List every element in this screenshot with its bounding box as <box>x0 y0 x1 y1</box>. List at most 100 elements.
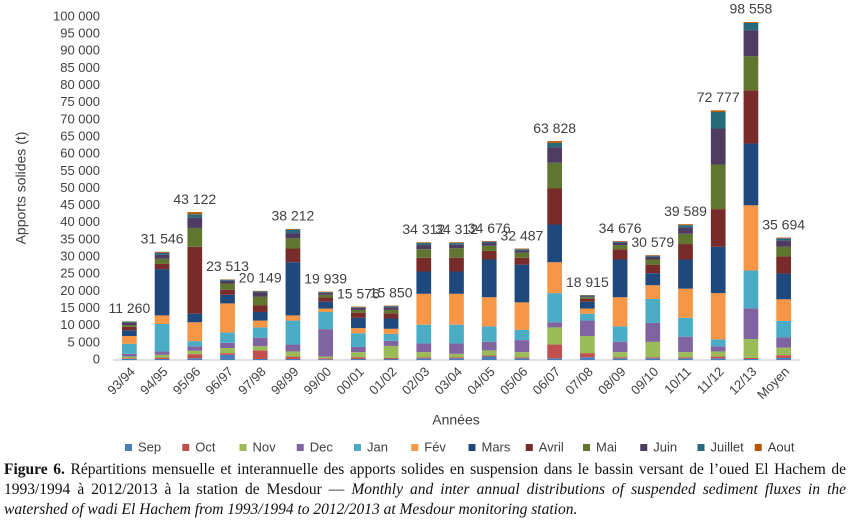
legend-swatch <box>296 444 304 451</box>
bar-segment <box>481 259 497 298</box>
bar-segment <box>743 358 759 360</box>
bar-segment <box>743 308 759 340</box>
bar-segment <box>743 56 759 91</box>
bar-segment <box>645 255 661 256</box>
bar-segment <box>481 341 497 351</box>
x-tick-label: 04/05 <box>464 364 498 398</box>
legend-swatch <box>640 444 648 451</box>
chart: Apports solides (t) Années 0 5 000 10 000 1… <box>13 1 806 455</box>
bar-segment <box>547 293 563 323</box>
bar-segment <box>252 346 268 351</box>
x-tick-label: 98/99 <box>268 364 302 398</box>
total-label: 19 939 <box>304 270 347 286</box>
caption-english: Monthly and inter annual distributions o… <box>4 481 847 518</box>
legend-swatch <box>468 444 476 451</box>
bar-segment <box>416 243 432 246</box>
y-tick-label: 75 000 <box>60 94 100 109</box>
bar-segment <box>710 128 726 165</box>
total-label: 98 558 <box>730 1 773 17</box>
x-tick-label: 06/07 <box>530 364 564 398</box>
y-tick-label: 5 000 <box>67 334 100 349</box>
bar-segment <box>710 209 726 247</box>
bar-segment <box>252 358 268 360</box>
bar-segment <box>449 353 464 358</box>
bar-segment <box>121 326 137 331</box>
bar-segment <box>154 252 170 255</box>
bar-segment <box>350 358 366 360</box>
bar-segment <box>481 326 497 342</box>
bar-segment <box>776 337 792 348</box>
bar-segment <box>743 357 759 359</box>
bar-segment <box>187 350 203 355</box>
legend-swatch <box>754 444 762 451</box>
bar-segment <box>121 358 137 359</box>
y-tick-label: 50 000 <box>60 180 100 195</box>
bar-segment <box>481 355 497 357</box>
bar-segment <box>449 358 464 360</box>
bar-segment <box>678 259 693 289</box>
bar-segment <box>481 350 497 356</box>
bar-segment <box>612 326 628 342</box>
total-label: 63 828 <box>533 120 576 136</box>
x-tick-label: 96/97 <box>202 364 236 398</box>
bar-segment <box>318 311 334 330</box>
bar-segment <box>481 243 497 246</box>
bar-segment <box>678 317 693 337</box>
total-label: 11 260 <box>108 300 150 316</box>
bar-segment <box>383 357 399 359</box>
bar-segment <box>776 273 792 300</box>
legend-label: Juillet <box>711 439 745 454</box>
bar-segment <box>252 296 268 306</box>
y-tick-label: 65 000 <box>60 128 100 143</box>
bar-segment <box>645 255 661 257</box>
legend-swatch <box>583 444 590 451</box>
bar-segment <box>350 357 366 359</box>
bar-segment <box>710 356 726 359</box>
bar-segment <box>383 306 399 308</box>
bar-segment <box>645 273 661 286</box>
bar-segment <box>547 344 563 359</box>
y-tick-label: 55 000 <box>60 163 100 178</box>
y-tick-label: 80 000 <box>60 77 100 92</box>
bar-segment <box>383 307 399 310</box>
bar-segment <box>187 313 203 323</box>
bar-segment <box>187 246 203 314</box>
bar-segment <box>416 249 432 258</box>
bar-segment <box>449 242 464 244</box>
bar-segment <box>612 358 628 360</box>
x-tick-label: 93/94 <box>104 364 138 398</box>
bar-segment <box>678 233 693 245</box>
bar-segment <box>252 327 268 338</box>
total-label: 15 850 <box>370 284 413 300</box>
total-label: 15 576 <box>337 285 380 301</box>
bar-segment <box>154 358 170 360</box>
bar-segment <box>285 351 301 357</box>
bar-segment <box>318 292 334 293</box>
bar-segment <box>121 343 137 354</box>
bar-segment <box>678 227 693 234</box>
bar-segment <box>416 352 432 358</box>
bar-segment <box>252 320 268 328</box>
x-axis-title: Années <box>432 412 479 428</box>
bar-segment <box>612 357 628 359</box>
y-tick-label: 20 000 <box>60 283 100 298</box>
bar-segment <box>187 341 203 347</box>
x-tick-label: 00/01 <box>333 364 367 398</box>
x-tick-label: 01/02 <box>366 364 400 398</box>
bar-segment <box>121 330 137 336</box>
bar-segment <box>579 308 595 314</box>
bar-segment <box>318 301 334 309</box>
bar-segment <box>743 21 759 23</box>
bar-segment <box>383 333 399 341</box>
bar-segment <box>645 322 661 342</box>
bar-segment <box>252 290 268 292</box>
bar-segment <box>776 357 792 360</box>
bar-segment <box>547 162 563 189</box>
bar-segment <box>449 257 464 272</box>
bar-segment <box>154 251 170 253</box>
bar-segment <box>481 297 497 327</box>
bar-segment <box>678 352 693 358</box>
legend-swatch <box>182 444 190 451</box>
bar-segment <box>154 354 170 358</box>
